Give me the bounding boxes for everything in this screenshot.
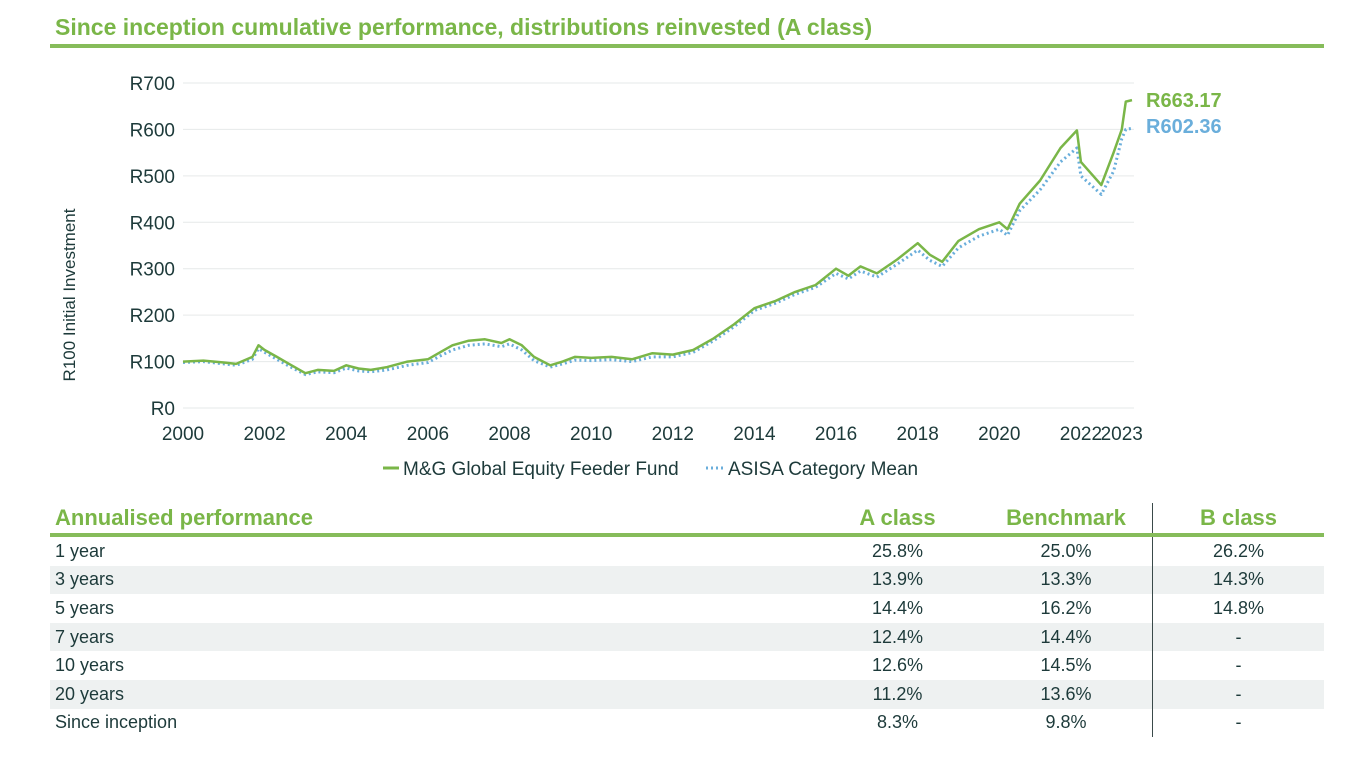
row-a-class: 12.6% bbox=[871, 655, 924, 676]
row-period: 1 year bbox=[55, 540, 106, 561]
row-a-class: 12.4% bbox=[815, 622, 980, 652]
title-rule bbox=[50, 44, 1324, 48]
x-tick-label: 2016 bbox=[815, 424, 857, 445]
row-benchmark: 25.0% bbox=[980, 535, 1153, 566]
row-period: 3 years bbox=[50, 565, 815, 595]
row-period: 7 years bbox=[50, 622, 815, 652]
table-row: 3 years 13.9% 13.3% 14.3% bbox=[50, 565, 1324, 595]
row-period: 20 years bbox=[50, 679, 815, 709]
row-b-class: 14.8% bbox=[1212, 597, 1265, 618]
row-period: Since inception bbox=[55, 712, 178, 733]
legend: M&G Global Equity Feeder Fund ASISA Cate… bbox=[383, 459, 918, 480]
table-row: Since inception 8.3% 9.8% - bbox=[50, 708, 1324, 738]
chart-title: Since inception cumulative performance, … bbox=[55, 14, 873, 40]
annualised-performance-table: Annualised performance A class Benchmark… bbox=[50, 503, 1324, 738]
table-header-row: Annualised performance A class Benchmark… bbox=[50, 503, 1324, 537]
x-tick-label: 2014 bbox=[733, 424, 776, 445]
y-tick-label: R700 bbox=[130, 74, 175, 95]
row-a-class: 11.2% bbox=[815, 679, 980, 709]
end-label-category: R602.36 bbox=[1146, 116, 1222, 138]
x-tick-label: 2018 bbox=[897, 424, 939, 445]
series-line-fund bbox=[182, 98, 1133, 375]
row-a-class: 25.8% bbox=[871, 540, 924, 561]
x-tick-label: 2000 bbox=[162, 424, 204, 445]
row-benchmark: 14.5% bbox=[980, 651, 1153, 680]
table-row: 5 years 14.4% 16.2% 14.8% bbox=[50, 594, 1324, 623]
row-b-class: - bbox=[1152, 679, 1324, 709]
y-axis-label: R100 Initial Investment bbox=[60, 208, 79, 381]
header-period: Annualised performance bbox=[50, 503, 815, 537]
x-tick-label: 2023 bbox=[1101, 424, 1143, 445]
row-a-class: 14.4% bbox=[871, 597, 924, 618]
y-tick-label: R0 bbox=[151, 399, 175, 420]
header-b-class: B class bbox=[1152, 503, 1324, 537]
x-tick-label: 2008 bbox=[488, 424, 530, 445]
row-benchmark: 13.6% bbox=[980, 679, 1153, 709]
row-benchmark: 13.3% bbox=[980, 565, 1153, 595]
row-b-class: - bbox=[1235, 712, 1242, 733]
x-tick-label: 2010 bbox=[570, 424, 612, 445]
gridlines bbox=[183, 82, 1134, 409]
row-a-class: 8.3% bbox=[876, 712, 919, 733]
y-tick-label: R400 bbox=[130, 213, 175, 234]
x-tick-label: 2004 bbox=[325, 424, 368, 445]
table-row: 1 year 25.8% 25.0% 26.2% bbox=[50, 535, 1324, 566]
row-b-class: - bbox=[1235, 655, 1242, 676]
row-b-class: - bbox=[1152, 622, 1324, 652]
y-tick-label: R100 bbox=[130, 353, 175, 374]
table-row: 10 years 12.6% 14.5% - bbox=[50, 651, 1324, 680]
row-benchmark: 9.8% bbox=[980, 708, 1153, 738]
x-tick-label: 2022 bbox=[1060, 424, 1102, 445]
x-tick-label: 2006 bbox=[407, 424, 449, 445]
header-a-class: A class bbox=[815, 503, 980, 537]
row-benchmark: 16.2% bbox=[980, 594, 1153, 623]
end-label-fund: R663.17 bbox=[1146, 90, 1222, 112]
legend-label-category: ASISA Category Mean bbox=[728, 459, 918, 480]
y-tick-label: R500 bbox=[130, 167, 175, 188]
legend-label-fund: M&G Global Equity Feeder Fund bbox=[403, 459, 679, 480]
row-period: 5 years bbox=[55, 597, 115, 618]
row-b-class: 26.2% bbox=[1212, 540, 1265, 561]
x-tick-label: 2002 bbox=[243, 424, 285, 445]
x-tick-label: 2012 bbox=[652, 424, 694, 445]
header-benchmark: Benchmark bbox=[980, 503, 1153, 537]
table-row: 7 years 12.4% 14.4% - bbox=[50, 622, 1324, 652]
row-period: 10 years bbox=[55, 655, 125, 676]
row-a-class: 13.9% bbox=[815, 565, 980, 595]
row-b-class: 14.3% bbox=[1152, 565, 1324, 595]
row-benchmark: 14.4% bbox=[980, 622, 1153, 652]
series-line-category bbox=[182, 126, 1133, 377]
y-axis-ticks: R0 R100 R200 R300 R400 R500 R600 R700 bbox=[130, 74, 175, 420]
y-tick-label: R600 bbox=[130, 120, 175, 141]
x-tick-label: 2020 bbox=[978, 424, 1020, 445]
series-layer bbox=[182, 98, 1133, 377]
y-tick-label: R200 bbox=[130, 306, 175, 327]
table-row: 20 years 11.2% 13.6% - bbox=[50, 679, 1324, 709]
y-tick-label: R300 bbox=[130, 260, 175, 281]
x-axis-ticks: 2000 2002 2004 2006 2008 2010 2012 2014 2016 2018… bbox=[162, 424, 1143, 445]
